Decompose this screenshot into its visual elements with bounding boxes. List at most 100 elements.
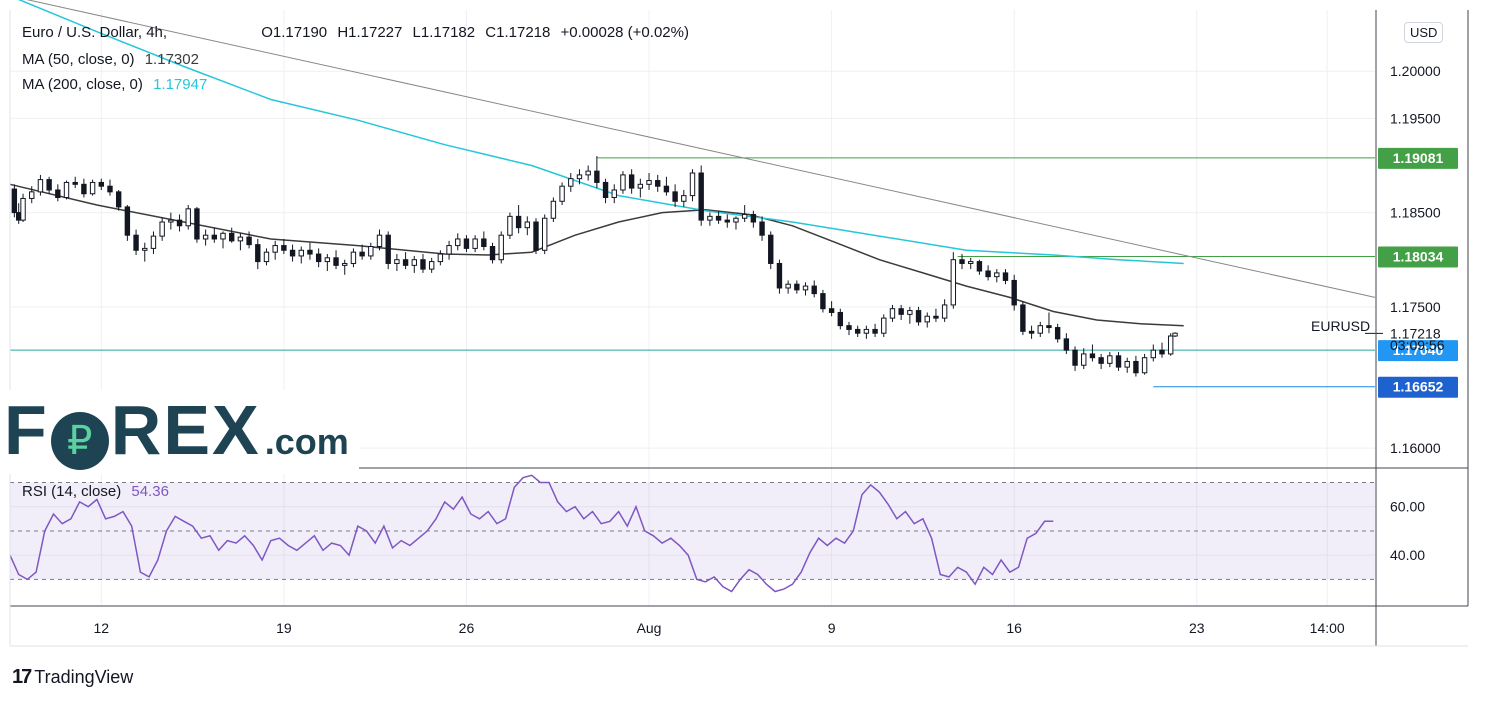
candle-down xyxy=(1089,353,1096,359)
legend-rsi-value: 54.36 xyxy=(131,483,169,500)
candle-down xyxy=(81,183,87,195)
candle-up xyxy=(907,310,913,315)
candle-up xyxy=(437,253,444,263)
candlesticks xyxy=(11,156,1178,377)
rsi-tick-label: 60.00 xyxy=(1390,499,1425,515)
legend-open: O1.17190 xyxy=(261,24,328,41)
candle-down xyxy=(420,259,426,270)
level-tag xyxy=(1378,246,1458,268)
candle-down xyxy=(515,215,522,229)
forex-logo-rex: REX xyxy=(110,391,261,469)
candle-down xyxy=(820,293,826,310)
candle-up xyxy=(889,308,896,319)
rsi-path xyxy=(9,474,1054,593)
candle-down xyxy=(768,234,774,264)
candle-down xyxy=(211,234,218,240)
candle-up xyxy=(707,215,713,221)
forex-logo: F ₽ REX .com xyxy=(2,390,359,474)
candle-down xyxy=(289,249,296,257)
candle-down xyxy=(46,179,52,191)
x-tick-label: 16 xyxy=(1006,620,1022,636)
tradingview-logo[interactable]: 17 TradingView xyxy=(12,666,133,689)
candle-down xyxy=(898,308,904,315)
candle-down xyxy=(463,238,470,249)
candle-down xyxy=(837,311,844,327)
x-tick-label: 12 xyxy=(94,620,110,636)
candle-up xyxy=(585,170,591,176)
candle-up xyxy=(681,195,687,202)
candle-down xyxy=(176,219,183,227)
y-tick-label: 1.16000 xyxy=(1390,440,1441,456)
candle-up xyxy=(881,317,887,334)
level-tag-text: 1.17040 xyxy=(1393,342,1444,358)
candle-up xyxy=(1107,355,1113,364)
legend-ma200-value: 1.17947 xyxy=(153,76,208,93)
candle-up xyxy=(863,328,870,334)
candle-up xyxy=(559,185,565,202)
candle-down xyxy=(1072,349,1078,366)
resistance-trendline xyxy=(26,0,1376,298)
candle-down xyxy=(333,257,339,266)
candle-up xyxy=(646,180,652,185)
level-tag xyxy=(1378,340,1458,362)
trend-line xyxy=(26,0,1376,298)
forex-logo-o-icon: ₽ xyxy=(50,412,109,470)
candle-down xyxy=(594,170,600,183)
candle-down xyxy=(124,206,131,236)
legend-ma200: MA (200, close, 0) 1.17947 xyxy=(22,76,213,93)
candle-up xyxy=(298,249,304,257)
candle-up xyxy=(168,219,174,223)
horizontal-levels: 1.19081 1.18034 1.17040 1.16652 1.17218 xyxy=(10,147,1458,398)
candle-up xyxy=(568,178,574,187)
candle-down xyxy=(915,310,922,323)
candle-up xyxy=(941,304,948,319)
candle-down xyxy=(872,328,878,334)
candle-up xyxy=(1124,360,1130,368)
candle-down xyxy=(489,246,496,261)
tradingview-text: TradingView xyxy=(34,667,134,687)
x-tick-label: 26 xyxy=(459,620,475,636)
candle-up xyxy=(611,189,617,199)
candle-up xyxy=(394,259,400,264)
candle-down xyxy=(107,185,113,193)
x-tick-label: 19 xyxy=(276,620,292,636)
legend-ma200-label: MA (200, close, 0) xyxy=(22,76,143,93)
candle-down xyxy=(959,259,965,264)
candle-up xyxy=(159,221,165,237)
candle-down xyxy=(750,213,757,223)
candle-down xyxy=(846,325,852,330)
currency-button[interactable]: USD xyxy=(1404,22,1444,43)
candle-down xyxy=(854,328,861,334)
level-tag-text: 1.18034 xyxy=(1393,248,1444,264)
x-tick-label: 14:00 xyxy=(1310,620,1345,636)
candle-down xyxy=(828,308,835,313)
candle-up xyxy=(524,221,531,229)
candle-up xyxy=(350,251,357,264)
candle-down xyxy=(663,185,670,193)
forex-logo-com: .com xyxy=(264,421,349,462)
legend-high: H1.17227 xyxy=(337,24,403,41)
candle-down xyxy=(229,232,235,242)
candle-down xyxy=(1115,355,1122,368)
candle-down xyxy=(246,236,252,246)
candle-up xyxy=(455,238,461,247)
candle-down xyxy=(811,285,817,295)
rsi-line xyxy=(9,474,1054,593)
candle-up xyxy=(446,245,452,255)
candle-down xyxy=(1020,304,1026,332)
rsi-tick-label: 40.00 xyxy=(1390,547,1425,563)
candle-down xyxy=(385,234,391,264)
bar-countdown: 03:09:56 xyxy=(1390,337,1445,353)
grid-lines xyxy=(10,10,1375,606)
candle-down xyxy=(281,245,287,251)
candle-up xyxy=(150,235,157,249)
candle-up xyxy=(620,174,626,191)
candle-up xyxy=(689,172,696,197)
candle-down xyxy=(602,181,609,199)
candle-up xyxy=(89,181,96,195)
candle-up xyxy=(185,208,191,227)
legend-change: +0.00028 (+0.02%) xyxy=(560,24,689,41)
candle-up xyxy=(733,217,739,223)
tradingview-icon: 17 xyxy=(12,666,32,688)
